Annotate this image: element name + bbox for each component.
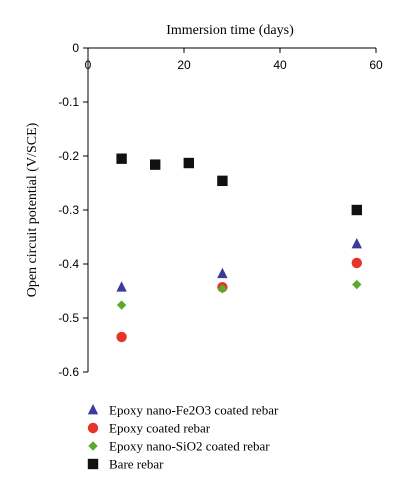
legend-label: Epoxy coated rebar (109, 421, 211, 436)
legend: Epoxy nano-Fe2O3 coated rebar Epoxy coate… (87, 403, 279, 472)
legend-label: Bare rebar (109, 457, 164, 472)
legend-label: Epoxy nano-Fe2O3 coated rebar (109, 403, 279, 418)
data-points (116, 153, 362, 343)
data-point-square (150, 159, 161, 170)
legend-marker-triangle (87, 404, 99, 415)
y-tick-label: -0.5 (58, 311, 79, 325)
legend-marker-square (87, 458, 99, 470)
legend-label: Epoxy nano-SiO2 coated rebar (109, 439, 270, 454)
y-tick-label: -0.3 (58, 203, 79, 217)
data-point-diamond (217, 284, 228, 294)
legend-marker-circle (87, 422, 99, 434)
data-point-triangle (116, 281, 127, 292)
legend-marker-diamond (88, 441, 98, 451)
data-point-triangle (217, 267, 228, 279)
data-point-diamond (116, 300, 127, 310)
data-point-square (116, 153, 127, 164)
data-point-triangle (351, 238, 362, 249)
x-axis-title: Immersion time (days) (166, 23, 294, 38)
axes: 0 20 40 60 0 -0.1 -0.2 -0.3 -0.4 -0.5 -0.6 (58, 41, 383, 379)
y-tick-label: -0.6 (58, 365, 79, 379)
data-point-circle (116, 331, 127, 343)
data-point-circle (351, 257, 362, 269)
data-point-square (183, 157, 194, 169)
y-tick-label: -0.2 (58, 149, 79, 163)
x-tick-label: 20 (177, 58, 191, 72)
y-tick-label: -0.4 (58, 257, 79, 271)
y-tick-label: -0.1 (58, 95, 79, 109)
y-tick-label: 0 (72, 41, 79, 55)
y-axis-title: Open circuit potential (V/SCE) (25, 122, 40, 297)
data-point-square (351, 204, 362, 216)
data-point-square (217, 175, 228, 187)
data-point-diamond (352, 279, 362, 290)
x-tick-label: 60 (369, 58, 383, 72)
x-tick-label: 40 (273, 58, 287, 72)
x-tick-label: 0 (85, 58, 92, 72)
